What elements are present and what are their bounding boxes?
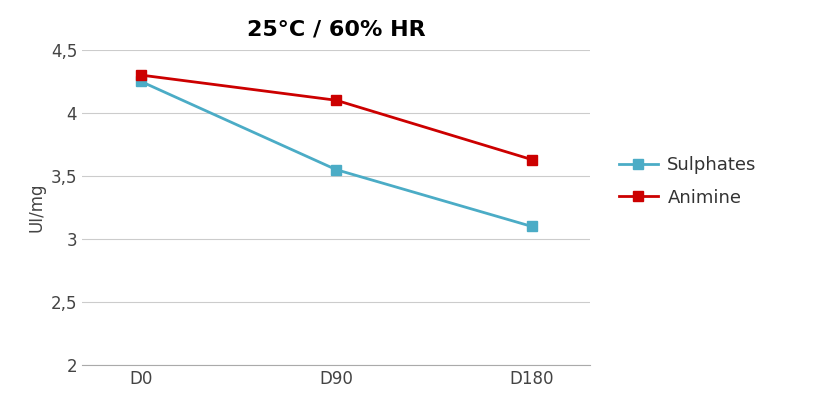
Title: 25°C / 60% HR: 25°C / 60% HR xyxy=(247,20,425,40)
Animine xyxy=(136,73,146,78)
Line: Animine: Animine xyxy=(136,70,536,164)
Y-axis label: UI/mg: UI/mg xyxy=(27,183,45,232)
Legend: Sulphates, Animine: Sulphates, Animine xyxy=(609,147,765,216)
Sulphates xyxy=(526,224,536,229)
Animine xyxy=(331,98,341,103)
Sulphates xyxy=(331,167,341,172)
Line: Sulphates: Sulphates xyxy=(136,76,536,231)
Sulphates xyxy=(136,79,146,84)
Animine xyxy=(526,157,536,162)
